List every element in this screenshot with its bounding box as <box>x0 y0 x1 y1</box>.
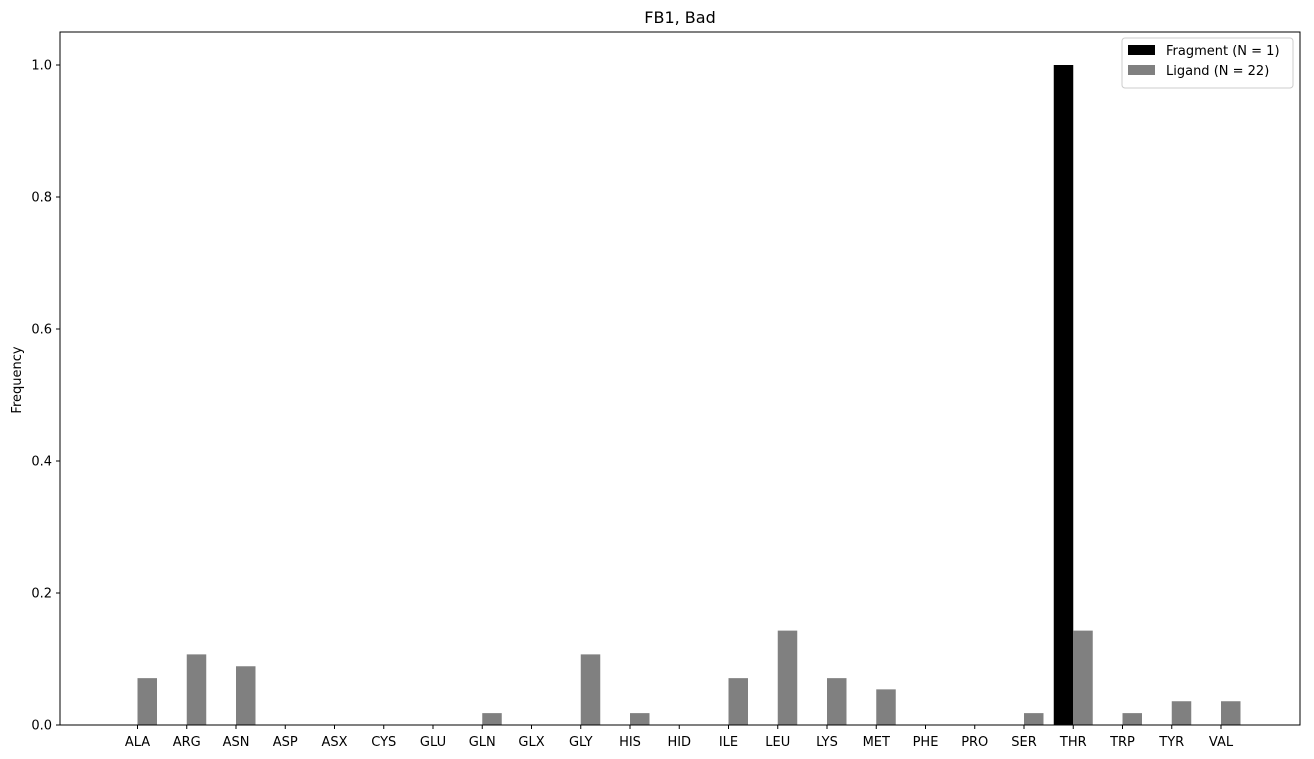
x-tick-label: TRP <box>1109 735 1135 750</box>
x-tick-label: ASX <box>321 735 347 750</box>
x-tick-label: LYS <box>816 735 838 750</box>
x-tick-label: CYS <box>371 735 396 750</box>
bar-ligand-lys <box>827 678 847 725</box>
x-tick-label: SER <box>1011 735 1037 750</box>
x-tick-label: ASP <box>273 735 298 750</box>
x-tick-label: GLU <box>420 735 446 750</box>
x-tick-label: GLN <box>469 735 496 750</box>
bar-ligand-asn <box>236 666 256 725</box>
x-tick-label: TYR <box>1158 735 1184 750</box>
x-tick-label: PHE <box>913 735 939 750</box>
x-tick-label: ILE <box>719 735 738 750</box>
bar-ligand-trp <box>1122 713 1142 725</box>
bar-ligand-tyr <box>1171 701 1192 725</box>
x-tick-label: PRO <box>961 735 988 750</box>
x-tick-label: ARG <box>173 735 201 750</box>
x-tick-label: ALA <box>125 735 150 750</box>
legend-swatch-ligand <box>1128 65 1155 75</box>
bar-ligand-met <box>876 689 896 725</box>
x-tick-label: VAL <box>1209 735 1234 750</box>
bar-ligand-arg <box>186 654 207 725</box>
plot-frame <box>59 31 1301 726</box>
bar-ligand-gly <box>580 654 601 725</box>
legend: Fragment (N = 1) Ligand (N = 22) <box>1121 37 1294 89</box>
x-tick-label: ASN <box>223 735 250 750</box>
axes-layer: 0.0 0.2 0.4 0.6 0.8 1.0 ALA ARG ASN ASP ASX CYS GLU G… <box>31 31 1301 750</box>
y-axis-label: Frequency <box>10 346 25 413</box>
legend-label-fragment: Fragment (N = 1) <box>1166 44 1280 59</box>
x-tick-label: HID <box>667 735 691 750</box>
x-tick-label: GLY <box>569 735 593 750</box>
y-tick-label: 0.6 <box>31 323 52 338</box>
bar-fragment-thr <box>1053 65 1074 725</box>
y-tick-label: 0.0 <box>31 719 52 734</box>
bar-ligand-gln <box>482 713 502 725</box>
bar-ligand-thr <box>1073 630 1093 725</box>
bar-ligand-val <box>1221 701 1241 725</box>
legend-swatch-fragment <box>1128 45 1155 55</box>
legend-box <box>1121 37 1294 89</box>
bar-ligand-ala <box>137 678 157 725</box>
y-tick-label: 0.8 <box>31 191 52 206</box>
x-tick-label: MET <box>863 735 890 750</box>
y-tick-label: 1.0 <box>31 59 52 74</box>
bar-ligand-ile <box>728 678 748 725</box>
chart-title: FB1, Bad <box>644 8 715 27</box>
bars-layer <box>137 65 1241 725</box>
y-tick-label: 0.2 <box>31 587 52 602</box>
x-tick-label: THR <box>1059 735 1087 750</box>
y-tick-label: 0.4 <box>31 455 52 470</box>
legend-label-ligand: Ligand (N = 22) <box>1166 64 1269 79</box>
bar-ligand-leu <box>777 630 798 725</box>
x-tick-label: LEU <box>765 735 790 750</box>
x-tick-label: GLX <box>518 735 544 750</box>
bar-ligand-his <box>630 713 650 725</box>
x-tick-label: HIS <box>619 735 641 750</box>
bar-ligand-ser <box>1024 713 1044 725</box>
